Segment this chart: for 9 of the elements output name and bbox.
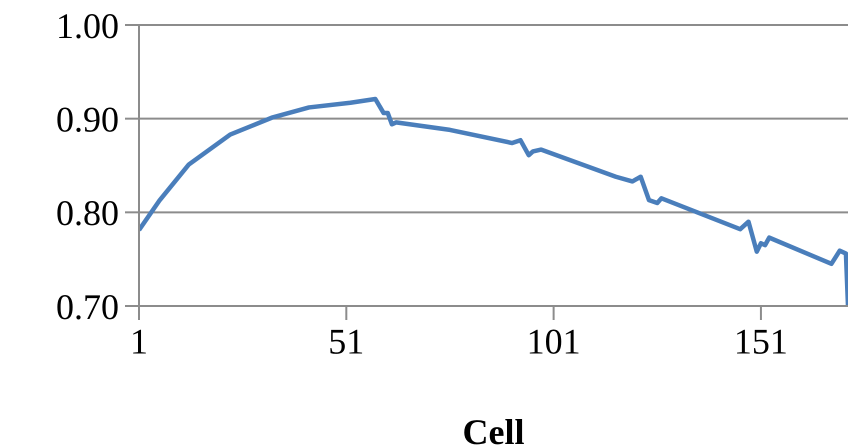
- y-tick-label: 0.90: [56, 99, 119, 140]
- x-tick-label: 51: [328, 322, 364, 362]
- x-tick-label: 151: [734, 322, 788, 362]
- y-tick-label: 0.80: [56, 193, 119, 234]
- x-tick-label: 101: [526, 322, 581, 362]
- x-tick-label: 1: [130, 322, 148, 362]
- x-axis-title: Cell: [462, 412, 524, 446]
- y-tick-label: 1.00: [56, 6, 119, 46]
- y-tick-label: 0.70: [56, 286, 119, 327]
